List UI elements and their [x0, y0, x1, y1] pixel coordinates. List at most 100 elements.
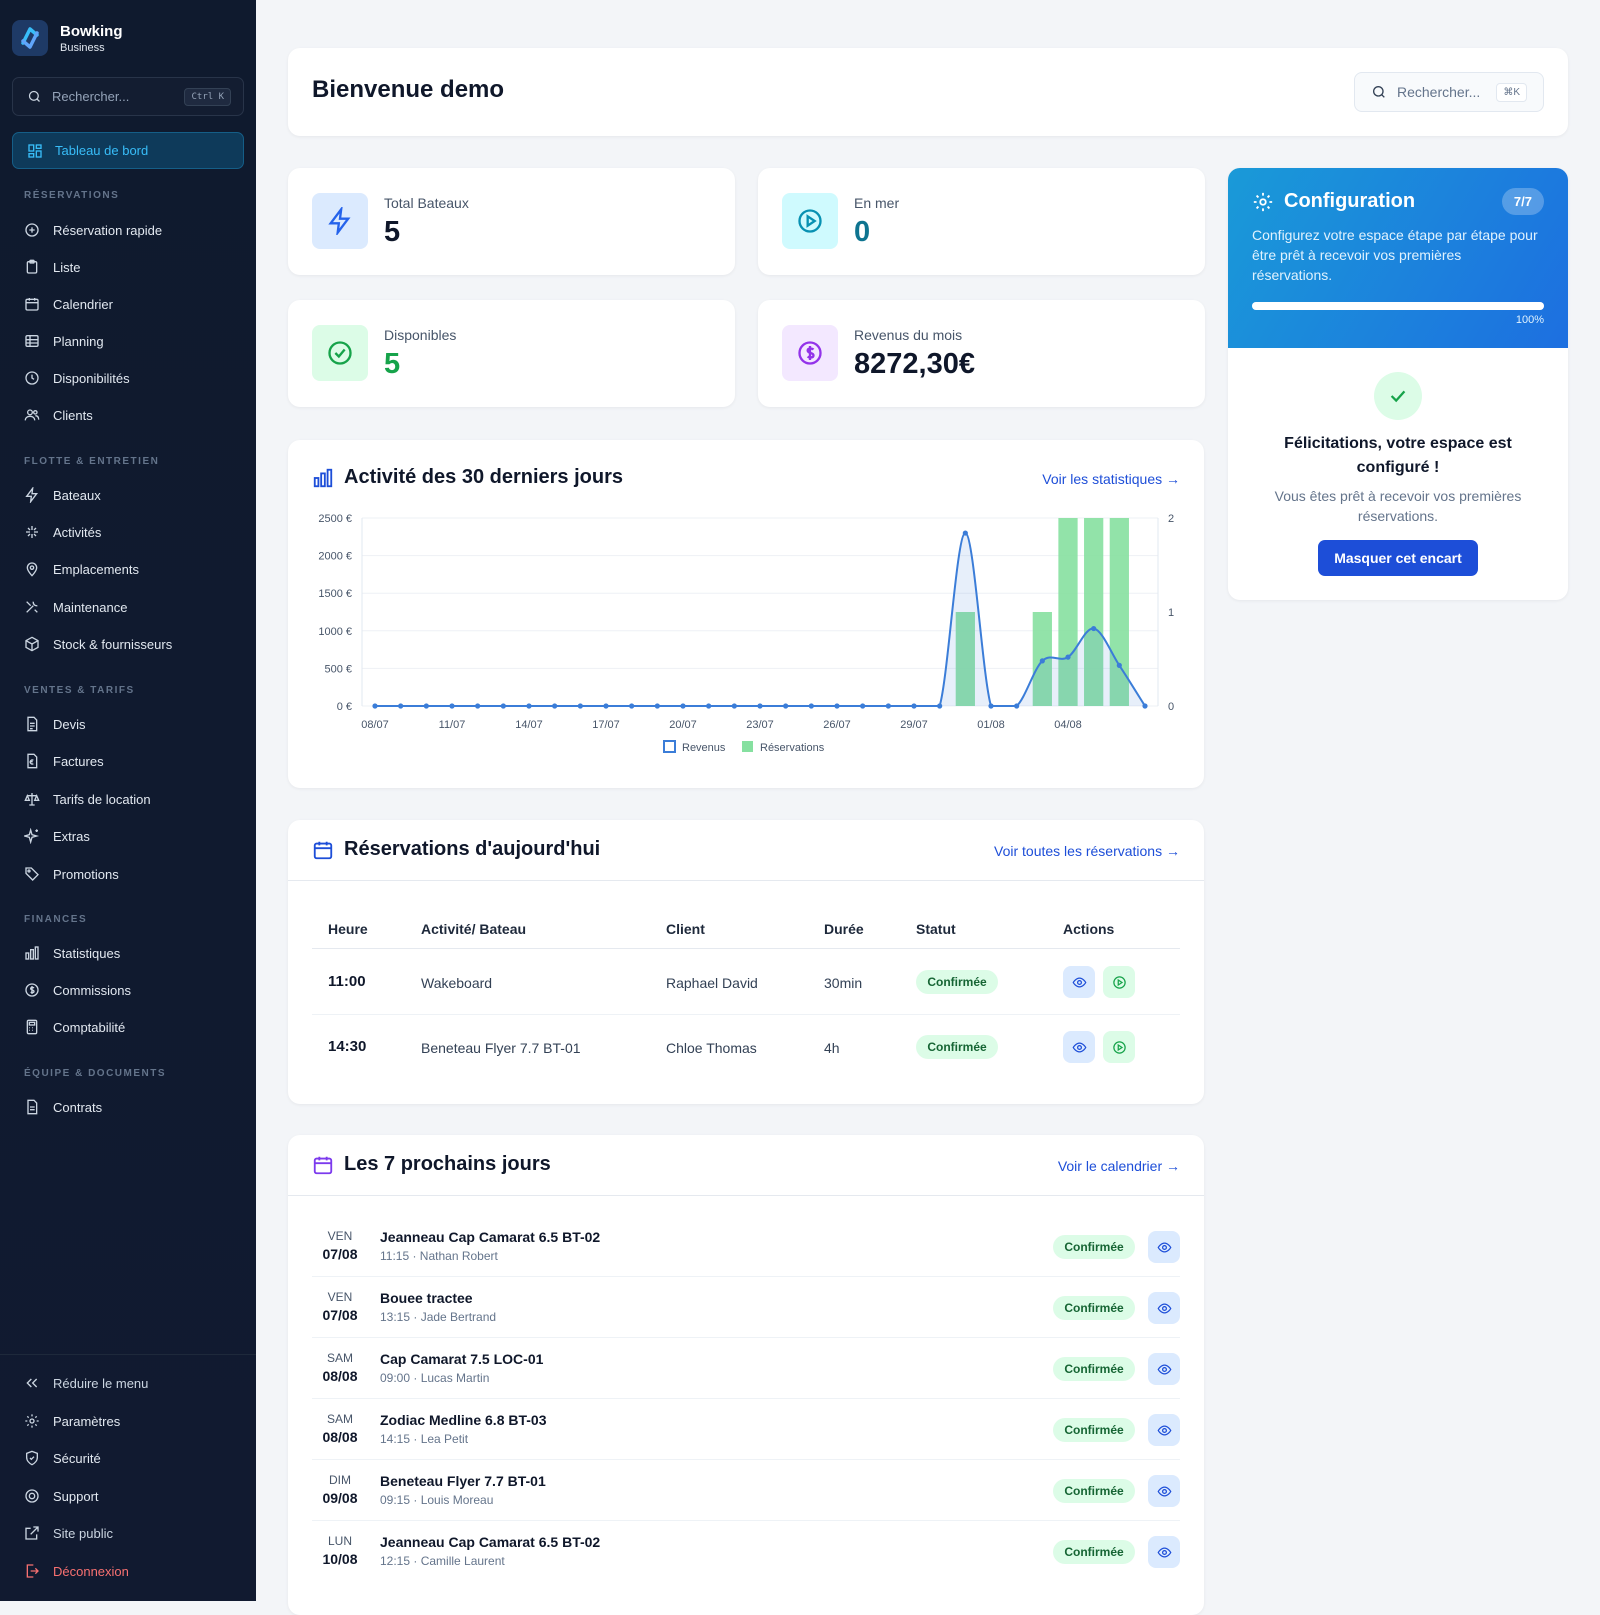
sidebar-item-comptabilite[interactable]: Comptabilité	[24, 1017, 125, 1037]
sidebar-item-parametres[interactable]: Paramètres	[24, 1411, 120, 1431]
eye-icon	[1157, 1363, 1171, 1375]
view-button[interactable]	[1148, 1475, 1180, 1507]
point-revenus	[1091, 625, 1097, 632]
sidebar-item-securite[interactable]: Sécurité	[24, 1448, 101, 1468]
list-item-details: Cap Camarat 7.5 LOC-01 09:00 · Lucas Mar…	[380, 1351, 543, 1385]
sidebar-item-emplacements[interactable]: Emplacements	[24, 559, 139, 579]
point-revenus	[577, 703, 583, 709]
sidebar-search-input[interactable]: Rechercher... Ctrl K	[12, 77, 244, 116]
users-icon	[24, 409, 40, 421]
sidebar-item-stock[interactable]: Stock & fournisseurs	[24, 634, 172, 654]
sidebar-item-disponibilites[interactable]: Disponibilités	[24, 368, 130, 388]
point-revenus	[911, 703, 917, 709]
masquer-encart-button[interactable]: Masquer cet encart	[1318, 540, 1478, 576]
sidebar-item-liste[interactable]: Liste	[24, 257, 80, 277]
list-item-date: DIM 09/08	[312, 1473, 368, 1506]
x-tick-label: 04/08	[1054, 719, 1082, 731]
stat-label: Total Bateaux	[384, 195, 469, 211]
sidebar-item-support[interactable]: Support	[24, 1486, 99, 1506]
sidebar-item-activites[interactable]: Activités	[24, 522, 101, 542]
sidebar-item-maintenance[interactable]: Maintenance	[24, 597, 127, 617]
event-title: Jeanneau Cap Camarat 6.5 BT-02	[380, 1229, 601, 1245]
col-activite: Activité/ Bateau	[421, 921, 527, 937]
legend-swatch-reservations	[742, 741, 753, 752]
sidebar-item-clients[interactable]: Clients	[24, 405, 93, 425]
activity-chart: 2500 € 2000 € 1500 € 1000 € 500 € 0 € 2 1 0 08/07…	[318, 513, 1174, 754]
point-revenus	[552, 703, 558, 709]
sidebar-item-label: Statistiques	[53, 945, 121, 961]
today-title: Réservations d'aujourd'hui	[312, 838, 600, 861]
start-button[interactable]	[1103, 966, 1135, 998]
sidebar-item-bateaux[interactable]: Bateaux	[24, 485, 101, 505]
point-revenus	[372, 703, 378, 709]
sidebar-collapse-button[interactable]: Réduire le menu	[24, 1373, 148, 1393]
check-circle-icon	[312, 325, 368, 381]
sidebar-item-label: Maintenance	[53, 599, 128, 615]
header-search-placeholder: Rechercher...	[1397, 84, 1481, 100]
view-button[interactable]	[1148, 1353, 1180, 1385]
header-search-shortcut: ⌘K	[1496, 82, 1527, 102]
divider	[312, 1459, 1180, 1460]
sidebar-search-shortcut: Ctrl K	[184, 87, 231, 106]
sidebar-item-extras[interactable]: Extras	[24, 826, 90, 846]
row-activite: Wakeboard	[421, 975, 493, 991]
sidebar-item-tableau-de-bord[interactable]: Tableau de bord	[12, 132, 244, 169]
stat-value: 0	[854, 216, 871, 248]
status-badge: Confirmée	[1053, 1296, 1135, 1320]
voir-reservations-link[interactable]: Voir toutes les réservations →	[994, 843, 1180, 859]
view-button[interactable]	[1148, 1536, 1180, 1568]
voir-calendrier-link[interactable]: Voir le calendrier →	[1057, 1158, 1180, 1174]
event-subtitle: 09:15 · Louis Moreau	[380, 1493, 494, 1507]
list-item-details: Zodiac Medline 6.8 BT-03 14:15 · Lea Pet…	[380, 1412, 547, 1446]
bar-chart-icon	[25, 946, 39, 960]
voir-statistiques-link[interactable]: Voir les statistiques →	[1042, 471, 1180, 487]
sidebar-item-site-public[interactable]: Site public	[24, 1523, 113, 1543]
start-button[interactable]	[1103, 1031, 1135, 1063]
view-button[interactable]	[1148, 1292, 1180, 1324]
point-revenus	[885, 703, 891, 709]
view-button[interactable]	[1148, 1231, 1180, 1263]
day-date: 08/08	[322, 1368, 358, 1384]
stat-value: 5	[384, 348, 401, 380]
y-tick-label-right: 2	[1168, 513, 1174, 525]
brand-name: Bowking	[60, 22, 123, 40]
sparkles-icon	[26, 526, 38, 538]
stat-value: 5	[384, 216, 401, 248]
sidebar-item-label: Déconnexion	[53, 1563, 129, 1579]
sidebar-item-tarifs[interactable]: Tarifs de location	[24, 789, 151, 809]
sidebar-item-devis[interactable]: Devis	[24, 714, 86, 734]
sidebar-item-contrats[interactable]: Contrats	[24, 1097, 102, 1117]
stat-en-mer: En mer 0	[758, 168, 1205, 275]
row-activite: Beneteau Flyer 7.7 BT-01	[421, 1040, 581, 1056]
bolt-icon	[312, 193, 368, 249]
sidebar-item-reservation-rapide[interactable]: Réservation rapide	[24, 220, 162, 240]
event-title: Jeanneau Cap Camarat 6.5 BT-02	[380, 1534, 601, 1550]
sidebar-item-deconnexion[interactable]: Déconnexion	[24, 1561, 129, 1581]
line-revenus	[375, 532, 1146, 707]
sidebar-item-label: Factures	[53, 753, 104, 769]
sidebar-item-factures[interactable]: Factures	[24, 751, 104, 771]
file-text-icon	[27, 716, 38, 732]
status-badge: Confirmée	[1053, 1479, 1135, 1503]
point-revenus	[1065, 654, 1071, 660]
sidebar-item-planning[interactable]: Planning	[24, 331, 104, 351]
sidebar-item-promotions[interactable]: Promotions	[24, 864, 119, 884]
bar-reservations	[955, 612, 975, 706]
config-title-text: Configuration	[1284, 190, 1416, 212]
plus-circle-icon	[25, 223, 39, 237]
view-button[interactable]	[1063, 1031, 1095, 1063]
brand[interactable]: Bowking Business	[12, 20, 123, 56]
day-date: 10/08	[322, 1551, 358, 1567]
sidebar-item-statistiques[interactable]: Statistiques	[24, 943, 120, 963]
section-ventes: VENTES & TARIFS	[24, 685, 135, 696]
list-item-date: SAM 08/08	[312, 1412, 368, 1445]
x-tick-label: 17/07	[592, 719, 620, 731]
x-tick-label: 01/08	[977, 719, 1005, 731]
header-search-input[interactable]: Rechercher... ⌘K	[1354, 72, 1544, 112]
view-button[interactable]	[1148, 1414, 1180, 1446]
search-icon	[28, 90, 40, 102]
view-button[interactable]	[1063, 966, 1095, 998]
y-tick-label-left: 2000 €	[318, 551, 352, 563]
sidebar-item-calendrier[interactable]: Calendrier	[24, 294, 113, 314]
sidebar-item-commissions[interactable]: Commissions	[24, 980, 131, 1000]
